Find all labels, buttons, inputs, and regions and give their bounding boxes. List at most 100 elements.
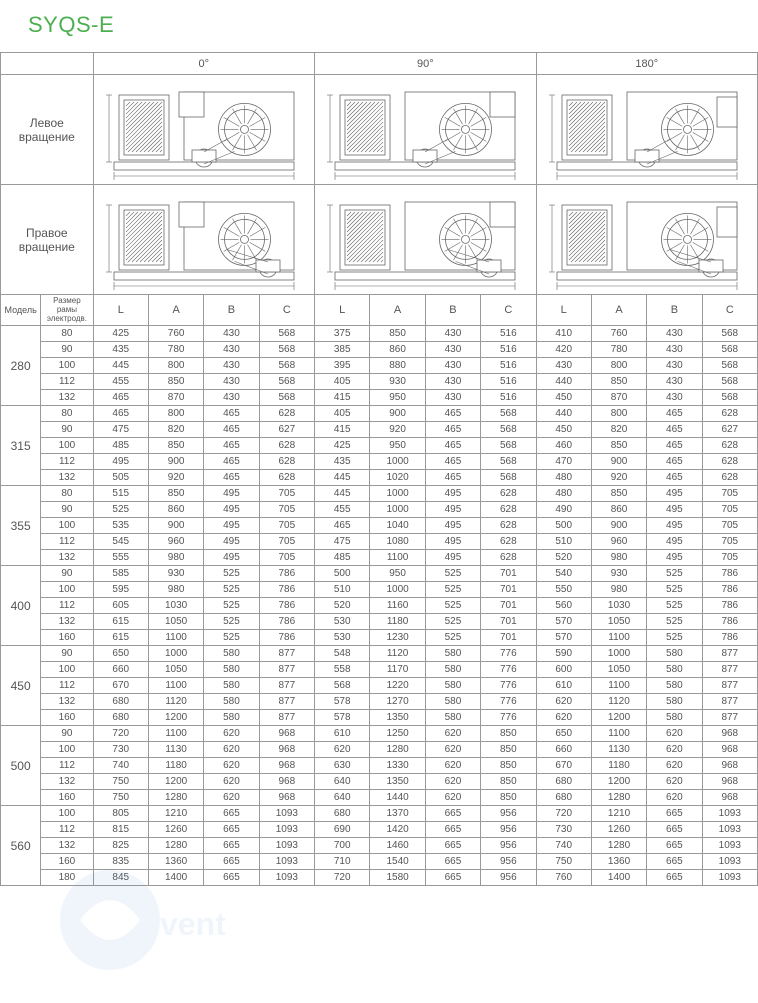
table-row: 1007301130620968620128062085066011306209… <box>1 742 758 758</box>
value-cell: 1040 <box>370 518 425 534</box>
value-cell: 1050 <box>591 614 646 630</box>
value-cell: 500 <box>315 566 370 582</box>
value-cell: 470 <box>536 454 591 470</box>
header-C-2: C <box>702 295 757 326</box>
value-cell: 620 <box>425 790 480 806</box>
value-cell: 568 <box>702 374 757 390</box>
value-cell: 1280 <box>591 790 646 806</box>
value-cell: 525 <box>425 566 480 582</box>
value-cell: 515 <box>93 486 148 502</box>
value-cell: 1200 <box>591 710 646 726</box>
value-cell: 701 <box>481 630 536 646</box>
value-cell: 968 <box>702 758 757 774</box>
value-cell: 510 <box>536 534 591 550</box>
value-cell: 1460 <box>370 838 425 854</box>
value-cell: 1400 <box>148 870 203 886</box>
value-cell: 430 <box>425 390 480 406</box>
value-cell: 1100 <box>148 726 203 742</box>
frame-cell: 112 <box>41 454 93 470</box>
value-cell: 1120 <box>148 694 203 710</box>
value-cell: 1350 <box>370 710 425 726</box>
frame-cell: 100 <box>41 518 93 534</box>
value-cell: 1050 <box>148 662 203 678</box>
value-cell: 1170 <box>370 662 425 678</box>
value-cell: 705 <box>259 550 314 566</box>
value-cell: 1093 <box>259 806 314 822</box>
value-cell: 800 <box>591 358 646 374</box>
value-cell: 1250 <box>370 726 425 742</box>
table-row: 1127401180620968630133062085067011806209… <box>1 758 758 774</box>
value-cell: 580 <box>425 694 480 710</box>
value-cell: 670 <box>93 678 148 694</box>
value-cell: 1100 <box>591 630 646 646</box>
value-cell: 628 <box>259 438 314 454</box>
value-cell: 960 <box>591 534 646 550</box>
table-row: 1606801200580877578135058077662012005808… <box>1 710 758 726</box>
value-cell: 968 <box>702 790 757 806</box>
value-cell: 930 <box>370 374 425 390</box>
value-cell: 628 <box>481 550 536 566</box>
frame-cell: 132 <box>41 838 93 854</box>
header-frame: Размер рамы электродв. <box>41 295 93 326</box>
table-row: 1326801120580877578127058077662011205808… <box>1 694 758 710</box>
value-cell: 430 <box>647 390 702 406</box>
model-cell: 315 <box>1 406 41 486</box>
value-cell: 776 <box>481 678 536 694</box>
value-cell: 701 <box>481 566 536 582</box>
value-cell: 525 <box>204 614 259 630</box>
value-cell: 786 <box>702 630 757 646</box>
value-cell: 620 <box>204 774 259 790</box>
value-cell: 850 <box>481 726 536 742</box>
table-row: 4509065010005808775481120580776590100058… <box>1 646 758 662</box>
value-cell: 780 <box>591 342 646 358</box>
value-cell: 615 <box>93 630 148 646</box>
value-cell: 1540 <box>370 854 425 870</box>
value-cell: 920 <box>370 422 425 438</box>
value-cell: 548 <box>315 646 370 662</box>
value-cell: 568 <box>481 406 536 422</box>
frame-cell: 160 <box>41 790 93 806</box>
value-cell: 455 <box>93 374 148 390</box>
frame-cell: 100 <box>41 806 93 822</box>
value-cell: 800 <box>148 406 203 422</box>
value-cell: 820 <box>148 422 203 438</box>
angle-180: 180° <box>536 53 758 75</box>
value-cell: 740 <box>536 838 591 854</box>
value-cell: 520 <box>536 550 591 566</box>
value-cell: 720 <box>93 726 148 742</box>
angle-90: 90° <box>315 53 536 75</box>
value-cell: 860 <box>148 502 203 518</box>
value-cell: 1270 <box>370 694 425 710</box>
value-cell: 705 <box>259 534 314 550</box>
frame-cell: 160 <box>41 854 93 870</box>
value-cell: 628 <box>481 486 536 502</box>
value-cell: 1220 <box>370 678 425 694</box>
value-cell: 1020 <box>370 470 425 486</box>
value-cell: 850 <box>370 326 425 342</box>
value-cell: 665 <box>204 854 259 870</box>
value-cell: 1000 <box>370 454 425 470</box>
value-cell: 1180 <box>148 758 203 774</box>
value-cell: 455 <box>315 502 370 518</box>
value-cell: 525 <box>204 582 259 598</box>
value-cell: 620 <box>647 774 702 790</box>
value-cell: 630 <box>315 758 370 774</box>
model-cell: 560 <box>1 806 41 886</box>
value-cell: 568 <box>702 390 757 406</box>
frame-cell: 80 <box>41 486 93 502</box>
value-cell: 720 <box>536 806 591 822</box>
header-L-1: L <box>315 295 370 326</box>
value-cell: 525 <box>425 598 480 614</box>
value-cell: 628 <box>481 502 536 518</box>
value-cell: 620 <box>647 726 702 742</box>
value-cell: 877 <box>702 662 757 678</box>
value-cell: 480 <box>536 486 591 502</box>
value-cell: 968 <box>259 742 314 758</box>
value-cell: 516 <box>481 358 536 374</box>
value-cell: 980 <box>591 550 646 566</box>
value-cell: 525 <box>204 630 259 646</box>
value-cell: 786 <box>702 598 757 614</box>
value-cell: 700 <box>315 838 370 854</box>
value-cell: 628 <box>702 454 757 470</box>
value-cell: 776 <box>481 662 536 678</box>
